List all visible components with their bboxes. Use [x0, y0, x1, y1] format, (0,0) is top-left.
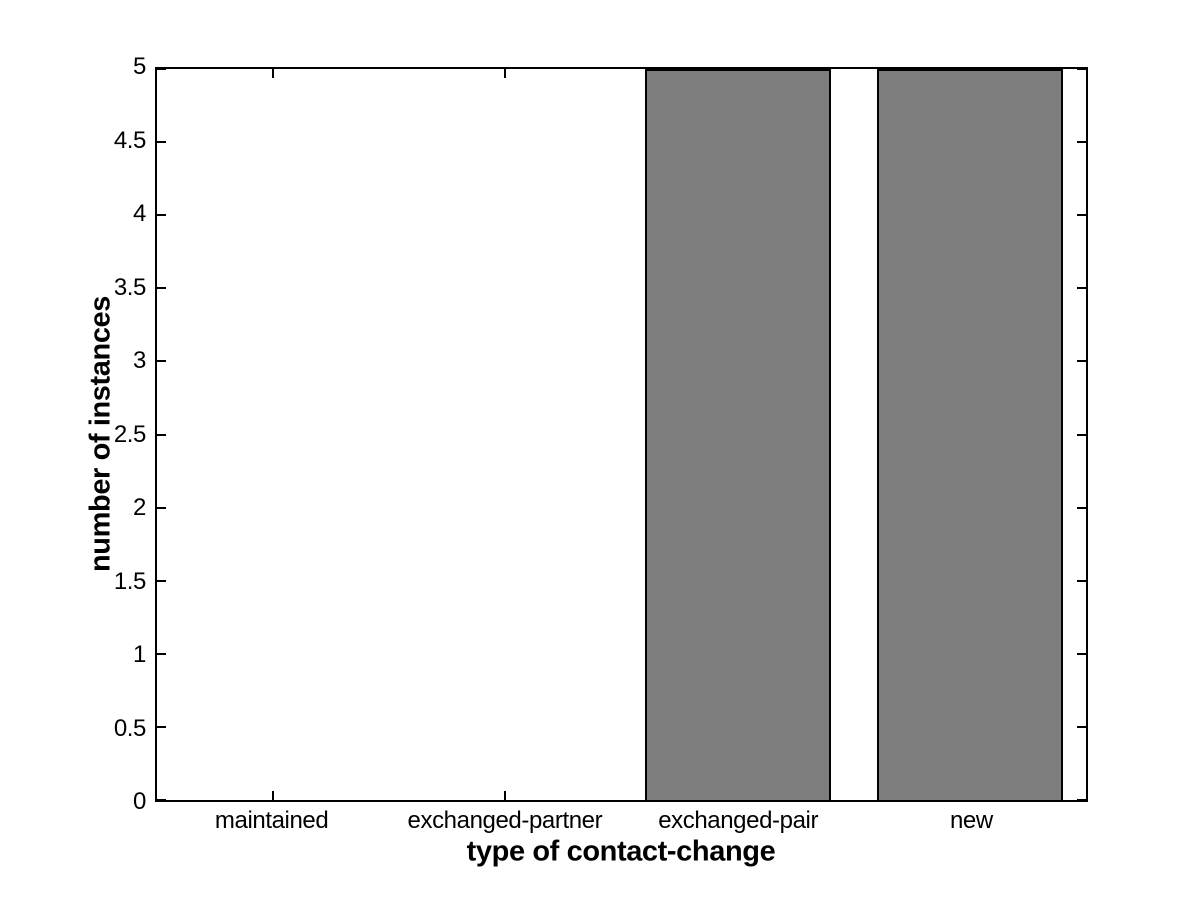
- y-tick-left: [157, 433, 166, 436]
- y-tick-right: [1077, 579, 1086, 582]
- x-tick-label-exchanged-pair: exchanged-pair: [658, 807, 819, 834]
- x-axis-label: type of contact-change: [466, 835, 776, 868]
- y-tick-left: [157, 68, 166, 70]
- x-tick-bottom: [272, 791, 275, 800]
- y-tick-label: 0: [133, 788, 146, 815]
- x-tick-bottom: [504, 791, 507, 800]
- x-tick-top: [272, 69, 275, 78]
- plot-area: [155, 67, 1088, 802]
- x-tick-label-new: new: [949, 807, 993, 834]
- y-tick-left: [157, 287, 166, 290]
- y-tick-label: 2: [133, 494, 146, 521]
- y-tick-left: [157, 652, 166, 655]
- x-tick-label-exchanged-partner: exchanged-partner: [407, 807, 603, 834]
- y-tick-left: [157, 141, 166, 144]
- y-tick-label: 0.5: [113, 714, 147, 742]
- y-tick-label: 1.5: [113, 567, 147, 595]
- y-tick-right: [1077, 506, 1086, 509]
- y-tick-left: [157, 725, 166, 728]
- y-tick-right: [1077, 652, 1086, 655]
- x-tick-label-maintained: maintained: [214, 807, 329, 834]
- y-tick-right: [1077, 287, 1086, 290]
- x-tick-top: [504, 69, 507, 78]
- y-tick-left: [157, 214, 166, 217]
- y-tick-left: [157, 360, 166, 363]
- y-tick-label: 4: [133, 200, 146, 227]
- y-tick-label: 1: [133, 641, 146, 668]
- y-tick-right: [1077, 214, 1086, 217]
- y-tick-right: [1077, 433, 1086, 436]
- y-tick-left: [157, 799, 166, 801]
- y-tick-label: 4.5: [113, 126, 147, 154]
- y-tick-left: [157, 579, 166, 582]
- y-tick-label: 3: [133, 347, 146, 374]
- y-tick-label: 5: [133, 53, 146, 80]
- bar-exchanged-pair: [644, 69, 831, 800]
- y-tick-left: [157, 506, 166, 509]
- y-tick-label: 2.5: [113, 420, 147, 448]
- y-tick-right: [1077, 141, 1086, 144]
- bar-new: [876, 69, 1063, 800]
- y-tick-right: [1077, 799, 1086, 801]
- y-tick-right: [1077, 68, 1086, 70]
- y-tick-label: 3.5: [113, 273, 147, 301]
- y-tick-right: [1077, 360, 1086, 363]
- y-tick-right: [1077, 725, 1086, 728]
